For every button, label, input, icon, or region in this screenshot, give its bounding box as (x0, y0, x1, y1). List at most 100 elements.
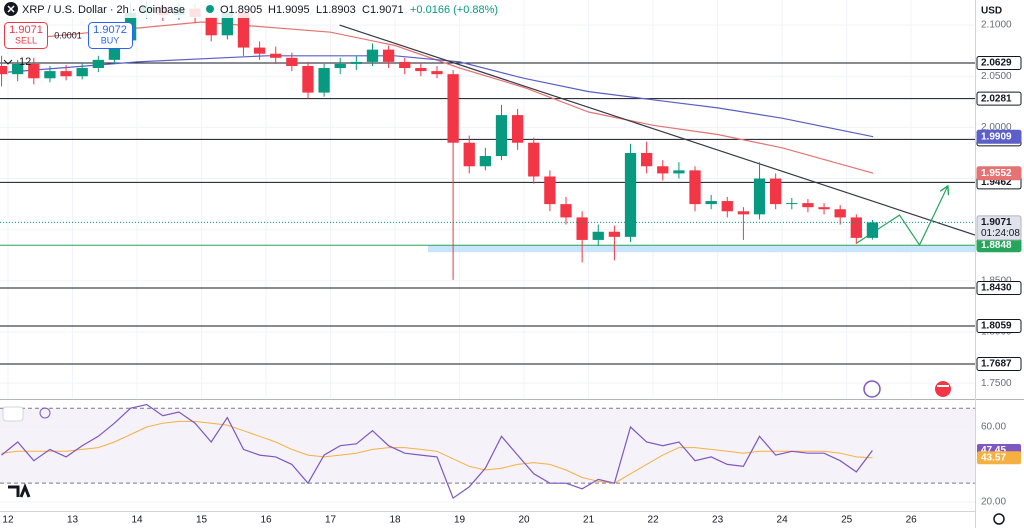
rsi-tick-label: 20.00 (981, 497, 1006, 508)
level-label-bg (976, 91, 1022, 106)
candle-body (60, 71, 72, 77)
y-tick-label: 1.7500 (981, 378, 1012, 389)
x-tick-label: 20 (519, 515, 531, 526)
settings-gear[interactable] (993, 513, 1005, 525)
candle-body (479, 156, 492, 167)
x-tick-label: 14 (131, 515, 143, 526)
candle-body (221, 12, 233, 36)
candle-body (108, 40, 121, 60)
candle-body (528, 142, 540, 177)
candle-body (511, 115, 524, 143)
event-icon[interactable] (935, 381, 951, 397)
moving-average (7, 55, 874, 138)
candle-body (673, 170, 685, 174)
candle-body (334, 63, 346, 69)
rsi-pane (0, 403, 975, 503)
x-tick-label: 19 (454, 515, 466, 526)
candle-body (608, 231, 621, 237)
candle-body (689, 170, 701, 205)
rsi-collapse[interactable] (2, 406, 24, 422)
support-label: 1.8848 (981, 240, 1012, 251)
candle-body (560, 204, 572, 218)
sell-price: 1.9071 (9, 24, 43, 36)
level-label-bg (976, 56, 1022, 71)
ohlc-open: O1.8905 (220, 4, 262, 16)
candle-body (641, 152, 653, 167)
candle-body (753, 178, 766, 215)
candle-body (318, 68, 330, 93)
alert-icon[interactable] (863, 380, 881, 398)
candle-body (253, 47, 266, 54)
x-tick-label: 23 (712, 515, 724, 526)
candle-body (786, 203, 798, 205)
buy-label: BUY (101, 35, 120, 45)
x-tick-label: 18 (389, 515, 401, 526)
rsi-signal-label: 43.57 (981, 452, 1006, 463)
projection-path (856, 187, 947, 247)
candle-body (737, 211, 750, 215)
level-label: 1.9462 (981, 177, 1012, 188)
x-tick-label: 15 (196, 515, 208, 526)
y-tick-label: 1.8500 (981, 275, 1012, 286)
y-tick-label: 2.0500 (981, 71, 1012, 82)
buy-button[interactable] (88, 22, 133, 49)
candle-body (431, 71, 443, 75)
y-tick-label: 2.1000 (981, 20, 1012, 31)
trendline (339, 24, 975, 236)
indicator-toggle[interactable] (3, 59, 13, 65)
candle-body (657, 166, 669, 174)
currency[interactable]: USD (981, 6, 1002, 17)
candle-body (463, 142, 475, 167)
x-tick-label: 26 (906, 515, 918, 526)
symbol-title[interactable]: XRP / U.S. Dollar · 2h · Coinbase (22, 4, 185, 16)
spread: 0.0001 (54, 30, 82, 40)
candle-body (28, 63, 40, 79)
candle-body (12, 63, 24, 75)
candle-body (0, 65, 8, 75)
level-label: 1.8059 (981, 321, 1012, 332)
candle-body (286, 57, 298, 66)
last-price-label-countdown: 01:24:08 (981, 228, 1020, 239)
rsi-signal-label-bg (977, 451, 1021, 465)
sell-label: SELL (15, 35, 37, 45)
y-tick-label: 2.0000 (981, 122, 1012, 133)
candle-body (770, 178, 782, 205)
x-tick-label: 13 (67, 515, 79, 526)
rsi-line (1, 403, 873, 500)
level-label-bg (976, 357, 1022, 372)
support-zone (427, 245, 975, 253)
last-price-label: 1.9071 (981, 217, 1012, 228)
x-tick-label: 25 (841, 515, 853, 526)
x-tick-label: 16 (260, 515, 272, 526)
candle-body (834, 209, 846, 218)
event-icon-stripe (937, 385, 949, 387)
last-price-label-bg (976, 215, 1022, 241)
candle-body (818, 207, 830, 210)
level-label-bg (976, 318, 1022, 333)
candle-body (721, 201, 733, 212)
x-tick-label: 24 (777, 515, 789, 526)
moving-average (7, 21, 874, 174)
candle-body (850, 217, 862, 238)
candle-body (495, 115, 508, 157)
rsi-band-fill (0, 408, 975, 484)
candle-body (92, 59, 104, 69)
candle-body (705, 201, 717, 205)
candle-body (237, 12, 250, 48)
sell-button[interactable] (4, 22, 48, 49)
candle-body (302, 65, 314, 93)
buy-price: 1.9072 (93, 24, 127, 36)
symbol-logo-mark (7, 5, 15, 13)
price-change: +0.0166 (+0.88%) (410, 4, 498, 16)
rsi-settings[interactable] (39, 407, 51, 419)
axes: 2.10002.05002.00001.95001.90001.85001.80… (2, 20, 1022, 526)
candle-body (866, 222, 879, 238)
candle-body (415, 68, 427, 72)
rsi-tick-label: 60.00 (981, 422, 1006, 433)
candle-body (366, 49, 379, 62)
level-label: 1.8430 (981, 283, 1012, 294)
indicator-count: 12 (19, 56, 31, 68)
candle-body (76, 68, 88, 77)
